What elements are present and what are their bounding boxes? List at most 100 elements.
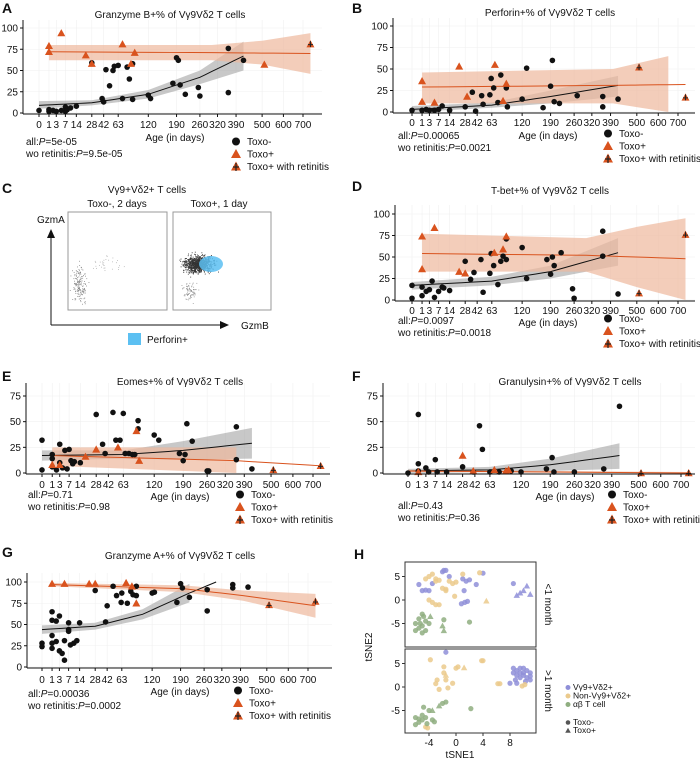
point-toxo-neg [446,107,453,114]
retinitis-cross-icon [636,64,642,71]
legend-label: Toxo- [251,490,275,501]
flow-event [78,285,80,287]
legend-label: Toxo+ [249,699,276,710]
point-toxo-neg [425,469,432,475]
legend-label: Toxo+ with retinitis [623,515,700,526]
flow-event [189,261,191,263]
point-toxo-pos [260,60,269,68]
arrow-up-icon [47,229,55,238]
point-toxo-neg [118,599,124,606]
point-toxo-neg [599,253,606,259]
flow-event [197,258,198,260]
flow-event [192,265,194,267]
point-toxo-neg [599,93,606,100]
tsne-point-toxo-pos [483,597,490,604]
flow-event [84,301,85,303]
flow-event [179,259,181,261]
legend-circle-icon [236,490,244,499]
legend-triangle-icon [607,502,617,511]
point-toxo-neg [49,451,56,458]
point-toxo-pos [87,59,96,67]
flow-event [83,298,85,300]
flow-event [201,257,203,258]
flow-event [94,260,96,262]
tsne-point-toxo-neg [431,719,437,725]
point-toxo-neg [204,608,211,614]
flow-event [186,284,188,286]
fit-line-toxo-neg [41,581,217,631]
flow-event [184,293,186,295]
flow-event [196,267,198,269]
flow-event [102,263,104,265]
x-tick-label: 600 [275,120,292,131]
flow-event [187,269,188,271]
flow-event [76,284,78,286]
flow-event [190,270,192,272]
point-toxo-neg [540,104,546,111]
x-tick-label: 7 [66,675,72,686]
y-tick-label: 100 [373,210,390,221]
x-tick-label: 600 [280,675,297,686]
flow-event [198,269,200,271]
flow-event [186,299,188,300]
flow-event [197,260,199,262]
tsne-point-toxo-neg [421,704,427,710]
flow-event [193,271,195,273]
flow-event [197,262,199,264]
p-value-wo-retinitis: wo retinitis:P=0.0002 [27,701,122,712]
flow-event [198,257,200,259]
flow-event [103,267,105,269]
point-toxo-pos [81,452,90,460]
point-toxo-neg [117,437,123,443]
point-toxo-neg [174,599,180,606]
flow-event [190,255,192,257]
point-toxo-neg [76,620,83,626]
flow-event [183,287,185,289]
flow-event [188,285,190,287]
flow-event [101,266,102,268]
fit-line-toxo-neg [411,252,619,286]
point-toxo-neg [480,289,486,296]
flow-event [189,268,191,269]
flow-event [193,291,195,293]
p-value-all: all:P=0.0097 [398,316,454,327]
flow-event [190,265,192,267]
y-tick-label: 25 [367,443,379,454]
flow-event [106,255,108,257]
tsne-point-toxo-neg [450,680,456,686]
flow-event [195,289,197,291]
flow-event [199,271,201,273]
point-toxo-neg [616,403,623,410]
flow-event [197,270,199,271]
legend-triangle-icon [233,698,243,707]
flow-event [190,258,192,259]
x-tick-label: 1 [419,118,425,129]
x-tick-label: 42 [472,118,484,129]
flow-event [84,292,86,294]
flow-event [80,284,82,286]
flow-event [196,264,198,265]
flow-event [191,266,193,268]
panel-c: C Vγ9+Vδ2+ T cells Toxo-, 2 days Toxo+, 1 d… [2,180,272,346]
flow-event [78,298,80,300]
tsne-point-toxo-neg [452,593,458,599]
facet-strip-label: <1 month [542,584,553,626]
flow-event [201,252,203,254]
point-toxo-neg [61,637,68,644]
x-axis-label: Age (in days) [146,133,205,144]
flow-event [195,261,197,262]
x-tick-label: 42 [98,120,110,131]
flow-event [184,265,186,267]
flow-event [198,263,200,265]
flow-event [79,284,81,285]
flow-event [195,258,197,260]
legend-circle-icon [604,314,612,323]
flow-event [187,291,188,293]
flow-event [194,264,196,266]
flow-event [180,260,182,262]
flow-event [199,257,201,259]
flow-event [197,264,199,266]
retinitis-cross-icon [312,598,318,605]
tsne-point-toxo-neg [445,685,451,691]
flow-event [78,290,80,292]
